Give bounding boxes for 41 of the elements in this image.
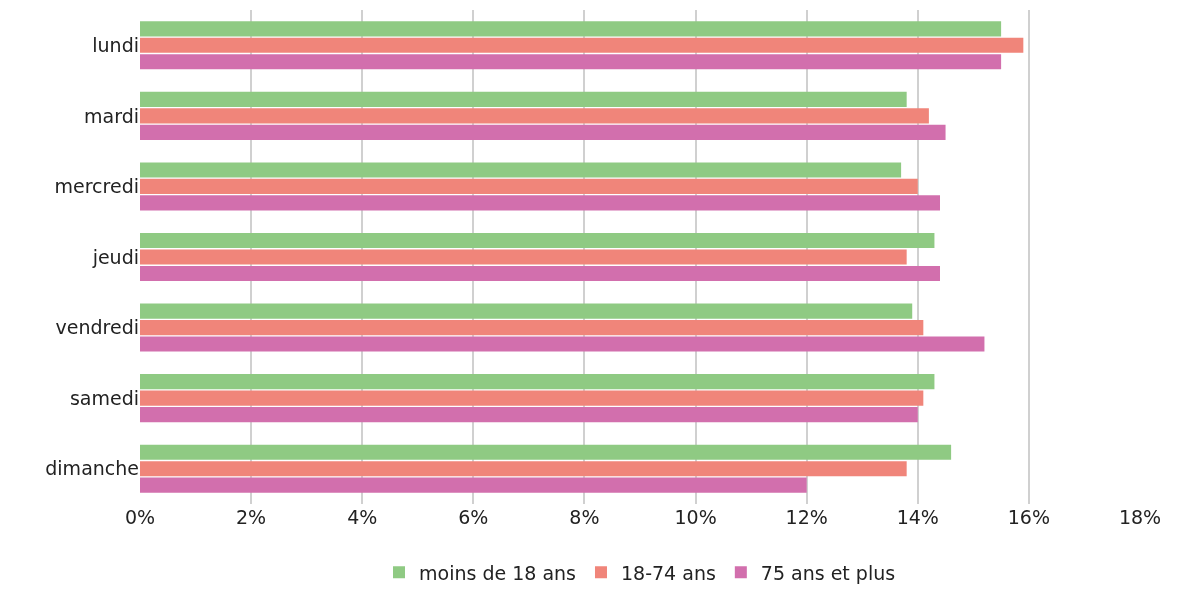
bar (140, 374, 935, 390)
x-tick-label: 2% (236, 506, 267, 528)
bar (140, 477, 807, 493)
x-tick-label: 18% (1118, 506, 1162, 528)
x-tick-label: 14% (896, 506, 939, 528)
bar (140, 320, 924, 336)
bar (140, 390, 924, 406)
legend-label: 18-74 ans (620, 561, 716, 584)
bar (140, 232, 935, 249)
x-tick-label: 0% (124, 506, 156, 528)
bar (140, 303, 913, 319)
x-tick-label: 10% (674, 506, 717, 528)
bar (140, 37, 1024, 53)
y-tick-label: dimanche (45, 457, 139, 480)
y-tick-label: mardi (84, 104, 139, 127)
bar (140, 91, 907, 107)
y-tick-label: vendredi (55, 316, 139, 339)
x-tick-label: 12% (785, 506, 828, 528)
bar (140, 265, 940, 282)
bar (140, 108, 929, 124)
x-tick-label: 8% (569, 506, 600, 528)
x-tick-label: 4% (347, 506, 378, 528)
bar (140, 407, 918, 423)
bar (140, 162, 902, 178)
bar (140, 336, 985, 352)
bar (140, 249, 907, 265)
bar (140, 461, 907, 477)
x-tick-label: 16% (1007, 506, 1051, 528)
bar (140, 21, 1002, 37)
y-tick-label: jeudi (91, 245, 139, 268)
bar (140, 124, 946, 140)
y-tick-label: lundi (92, 33, 139, 56)
y-tick-label: samedi (69, 386, 139, 409)
legend-label: moins de 18 ans (419, 561, 576, 584)
y-tick-label: mercredi (54, 175, 139, 198)
x-tick-label: 6% (458, 506, 489, 528)
bar (140, 195, 940, 211)
bar (140, 444, 952, 460)
legend-label: 75 ans et plus (760, 561, 896, 584)
bar (140, 54, 1002, 70)
bar (140, 178, 918, 194)
